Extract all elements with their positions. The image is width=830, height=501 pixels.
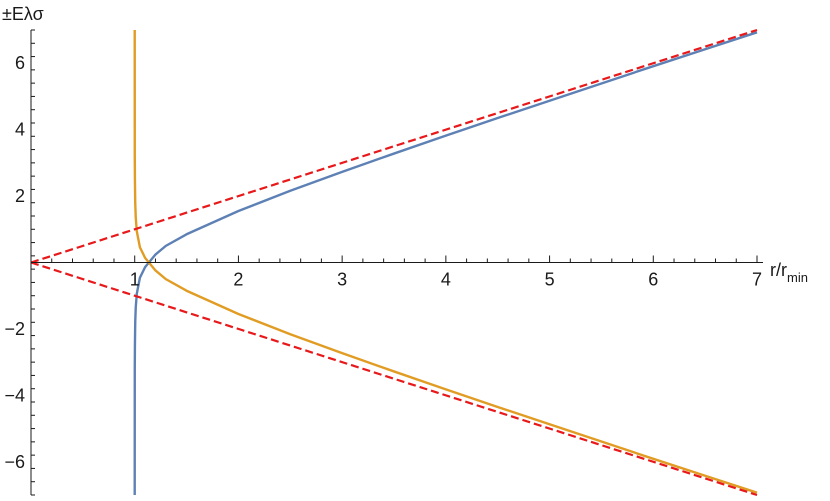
axes-layer: 1 2 3 4 5 6 7 −6 −4 −2 2 4 6 [4,29,763,496]
x-tick-label: 3 [337,270,347,290]
x-tick-label: 7 [752,270,762,290]
x-tick-label: 4 [441,270,451,290]
x-tick-label: 6 [648,270,658,290]
x-tick-label: 5 [545,270,555,290]
orange-curve [133,29,758,494]
y-tick-label: −6 [4,452,25,472]
x-axis-title: r/rmin [770,260,808,285]
x-axis-title-main: r/r [770,260,787,280]
labels-layer: ±Eλσ r/rmin [2,4,808,285]
asymptote-lower-dashed [30,261,758,497]
asymptote-upper-dashed [30,28,758,264]
y-tick-label: −4 [4,385,25,405]
ticks-layer: 1 2 3 4 5 6 7 −6 −4 −2 2 4 6 [4,29,762,496]
series-layer [30,28,758,497]
y-axis-title: ±Eλσ [2,4,44,24]
x-tick-label: 2 [233,270,243,290]
y-tick-label: −2 [4,319,25,339]
blue-curve [133,31,758,496]
y-tick-label: 2 [15,186,25,206]
x-tick-label: 1 [130,270,140,290]
x-axis-title-subscript: min [787,270,808,285]
y-tick-label: 4 [15,120,25,140]
y-tick-label: 6 [15,53,25,73]
